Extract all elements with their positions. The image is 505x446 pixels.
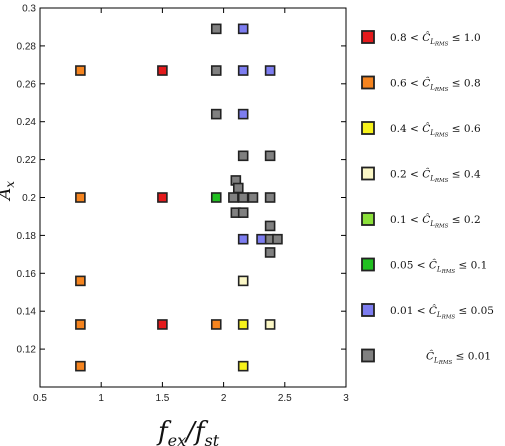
data-point-c8 <box>237 150 249 162</box>
data-point-c8 <box>264 192 276 203</box>
data-point-c4 <box>237 275 249 287</box>
x-tick-label: 2.5 <box>278 393 292 404</box>
data-point-c1 <box>157 319 168 330</box>
data-point-c8 <box>237 207 249 218</box>
y-tick-label: 0.18 <box>17 231 37 242</box>
legend-label-c8: ĈLRMS ≤ 0.01 <box>426 349 491 367</box>
data-point-c8 <box>210 65 222 76</box>
legend-lower-c3: 0.4 <box>390 123 407 135</box>
legend-lower-c7: 0.01 <box>390 305 413 317</box>
y-axis-label: Ax <box>0 181 17 202</box>
data-point-c3 <box>237 360 249 372</box>
legend-label-c3: 0.4 < ĈLRMS ≤ 0.6 <box>390 121 481 139</box>
legend-lower-c5: 0.1 <box>390 214 407 226</box>
data-point-c7 <box>264 65 276 76</box>
data-point-c8 <box>247 192 259 203</box>
y-tick-label: 0.2 <box>22 193 36 204</box>
data-point-c4 <box>264 319 276 330</box>
data-point-c8 <box>272 233 283 245</box>
data-point-c8 <box>264 247 276 258</box>
x-tick-label: 1.5 <box>155 393 169 404</box>
y-tick-label: 0.28 <box>17 41 37 52</box>
data-point-c8 <box>264 220 276 232</box>
axis-ticks: 0.5 1 1.5 2 2.5 3 0.12 0.14 0.16 0.18 0.2 0.22 0.24 0… <box>17 4 350 405</box>
data-point-c7 <box>237 23 249 35</box>
legend-label-c4: 0.2 < ĈLRMS ≤ 0.4 <box>390 167 481 185</box>
x-tick-label: 3 <box>343 393 349 404</box>
legend-swatch-c7 <box>361 303 375 317</box>
legend-upper-c1: 1.0 <box>464 32 481 44</box>
data-point-c2 <box>75 319 86 330</box>
data-point-c6 <box>210 192 222 203</box>
data-point-c7 <box>237 65 249 76</box>
legend-swatch-c8 <box>361 348 375 363</box>
data-point-c2 <box>75 65 86 76</box>
y-tick-label: 0.12 <box>17 345 37 356</box>
legend-upper-c2: 0.8 <box>464 78 481 90</box>
y-tick-label: 0.3 <box>22 4 36 15</box>
legend-lower-c1: 0.8 <box>390 32 407 44</box>
data-point-c8 <box>264 150 276 162</box>
y-tick-label: 0.22 <box>17 155 37 166</box>
data-point-c7 <box>256 233 267 245</box>
legend-upper-c3: 0.6 <box>464 123 481 135</box>
data-point-c2 <box>75 360 86 372</box>
legend-upper-c8: 0.01 <box>468 351 491 363</box>
legend-swatch-c6 <box>361 257 375 272</box>
plot-frame <box>39 7 347 388</box>
data-point-c1 <box>157 65 168 76</box>
legend-lower-c4: 0.2 <box>390 169 407 181</box>
legend-label-c1: 0.8 < ĈLRMS ≤ 1.0 <box>390 30 481 48</box>
data-point-c7 <box>237 233 249 245</box>
x-tick-label: 0.5 <box>33 393 47 404</box>
legend-swatch-c1 <box>361 30 375 44</box>
legend-upper-c6: 0.1 <box>471 260 488 272</box>
legend-swatch-c3 <box>361 121 375 135</box>
y-tick-label: 0.14 <box>17 307 37 318</box>
y-tick-label: 0.24 <box>17 117 37 128</box>
legend-lower-c6: 0.05 <box>390 260 413 272</box>
legend-label-c5: 0.1 < ĈLRMS ≤ 0.2 <box>390 212 481 230</box>
data-point-c3 <box>237 319 249 330</box>
data-point-c2 <box>210 319 222 330</box>
x-axis-label: fex/fst <box>156 417 220 446</box>
data-point-c2 <box>75 192 86 203</box>
legend-upper-c7: 0.05 <box>471 305 494 317</box>
legend-swatch-c5 <box>361 212 375 226</box>
legend-lower-c2: 0.6 <box>390 78 407 90</box>
data-point-c8 <box>228 192 239 203</box>
legend-label-c6: 0.05 < ĈLRMS ≤ 0.1 <box>390 258 487 276</box>
legend-upper-c5: 0.2 <box>464 214 481 226</box>
y-tick-label: 0.16 <box>17 269 37 280</box>
legend-label-c7: 0.01 < ĈLRMS ≤ 0.05 <box>390 303 494 321</box>
data-point-c7 <box>237 108 249 120</box>
legend-swatch-c2 <box>361 75 375 90</box>
data-point-c2 <box>75 275 86 287</box>
data-points <box>75 23 283 372</box>
data-point-c8 <box>210 108 222 120</box>
x-tick-label: 2 <box>221 393 227 404</box>
legend-label-c2: 0.6 < ĈLRMS ≤ 0.8 <box>390 76 481 94</box>
x-tick-label: 1 <box>98 393 104 404</box>
legend-upper-c4: 0.4 <box>464 169 481 181</box>
data-point-c8 <box>232 182 244 194</box>
data-point-c8 <box>210 23 222 35</box>
legend-swatch-c4 <box>361 166 375 181</box>
data-point-c1 <box>157 192 168 203</box>
legend: 0.8 < ĈLRMS ≤ 1.0 0.6 < ĈLRMS ≤ 0.8 0.4 < … <box>361 30 494 367</box>
data-point-c8 <box>237 192 249 203</box>
y-tick-label: 0.26 <box>17 79 37 90</box>
